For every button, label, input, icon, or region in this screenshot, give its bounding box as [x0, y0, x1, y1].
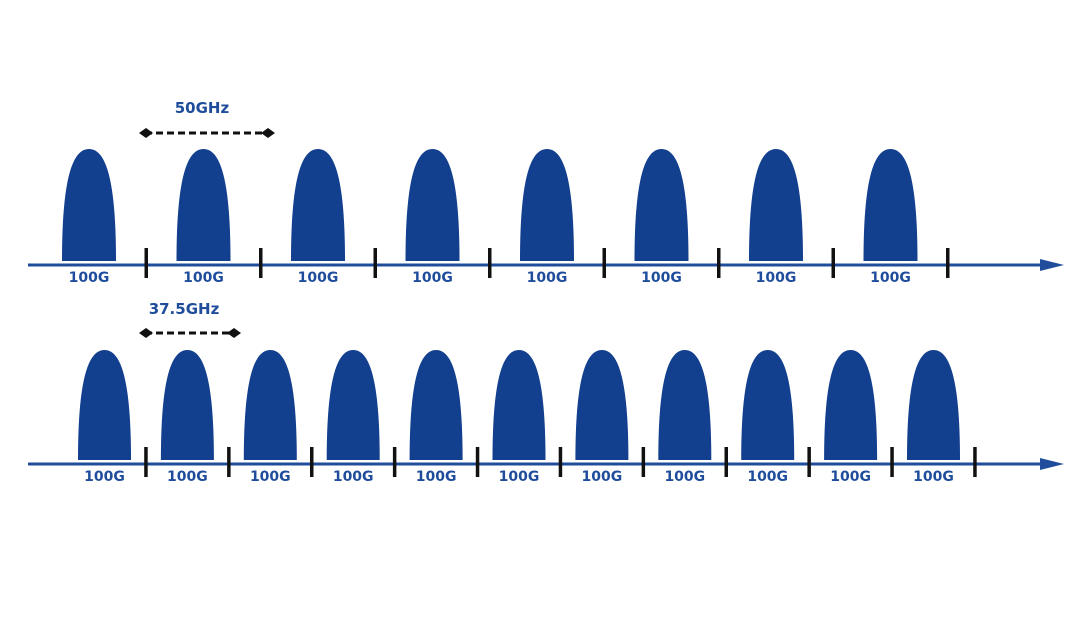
axis-arrowhead-icon: [1040, 259, 1064, 271]
channel-pulse: [824, 350, 878, 460]
channel-label: 100G: [756, 270, 797, 286]
channel-label: 100G: [250, 469, 291, 485]
channel-pulse: [520, 149, 574, 261]
channel-pulse: [62, 149, 116, 261]
channel-label: 100G: [333, 469, 374, 485]
spacing-label: 37.5GHz: [149, 300, 220, 318]
channel-pulse: [409, 350, 463, 460]
channel-pulse: [749, 149, 803, 261]
channel-label: 100G: [641, 270, 682, 286]
spacing-label: 50GHz: [175, 99, 230, 117]
channel-label: 100G: [412, 270, 453, 286]
channel-pulse: [291, 149, 345, 261]
channel-pulse: [634, 149, 689, 261]
axis-arrowhead-icon: [1040, 458, 1064, 470]
channel-pulse: [160, 350, 214, 460]
channel-pulse: [176, 149, 231, 261]
channel-pulse: [741, 350, 795, 460]
channel-label: 100G: [582, 469, 623, 485]
channel-pulse: [658, 350, 712, 460]
row-50ghz-grid: 50GHz 100G 100G 100G 100G 100G 100G 100G 100G: [28, 99, 1064, 286]
channel-label: 100G: [913, 469, 954, 485]
diamond-end-icon: [139, 328, 153, 338]
channel-pulse: [405, 149, 460, 261]
diamond-end-icon: [227, 328, 241, 338]
diamond-end-icon: [139, 128, 153, 138]
channel-label: 100G: [298, 270, 339, 286]
channel-label: 100G: [830, 469, 871, 485]
channel-label: 100G: [747, 469, 788, 485]
channel-pulse: [863, 149, 918, 261]
channel-label: 100G: [416, 469, 457, 485]
row-37-5ghz-grid: 37.5GHz 100G 100G 100G 100G 100G 100G 100G 100G…: [28, 300, 1064, 485]
channel-label: 100G: [527, 270, 568, 286]
channel-label: 100G: [499, 469, 540, 485]
channel-pulse: [492, 350, 546, 460]
channel-pulse: [907, 350, 960, 460]
channel-label: 100G: [664, 469, 705, 485]
channel-label: 100G: [183, 270, 224, 286]
channel-pulse: [326, 350, 380, 460]
channel-pulse: [78, 350, 131, 460]
channel-label: 100G: [870, 270, 911, 286]
channel-label: 100G: [167, 469, 208, 485]
diamond-end-icon: [261, 128, 275, 138]
channel-label: 100G: [69, 270, 110, 286]
channel-pulse: [243, 350, 297, 460]
channel-label: 100G: [84, 469, 125, 485]
channel-pulse: [575, 350, 629, 460]
